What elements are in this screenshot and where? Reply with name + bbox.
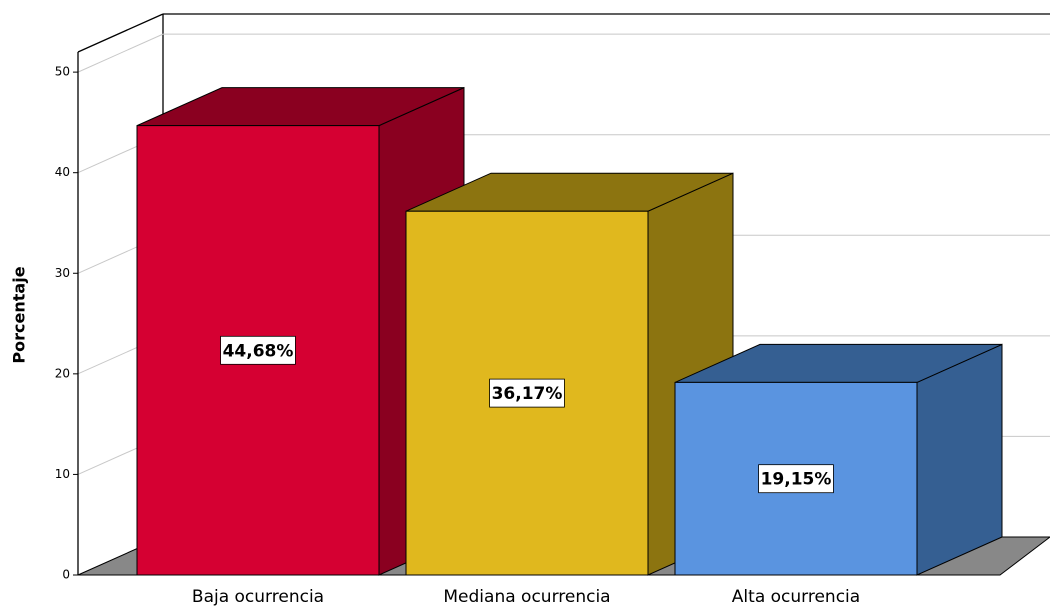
value-label-box: [220, 335, 296, 365]
x-tick-label: Baja ocurrencia: [192, 587, 324, 607]
y-tick-label: 40: [55, 165, 70, 179]
value-label: 19,15%: [761, 470, 832, 490]
y-tick-label: 20: [55, 366, 70, 380]
value-label: 44,68%: [223, 341, 294, 361]
grid-line: [77, 33, 164, 73]
y-tick-label: 50: [55, 65, 70, 79]
x-tick-label: Mediana ocurrencia: [443, 587, 610, 607]
bar-side: [916, 343, 1003, 576]
value-label: 36,17%: [492, 384, 563, 404]
y-axis-label: Porcentaje: [10, 266, 29, 363]
value-label-box: [758, 464, 834, 494]
y-tick-label: 30: [55, 266, 70, 280]
value-label-box: [489, 378, 565, 408]
y-tick-label: 0: [62, 568, 70, 582]
x-tick-label: Alta ocurrencia: [732, 587, 860, 607]
y-tick-label: 10: [55, 467, 70, 481]
wall-edge: [77, 13, 164, 53]
